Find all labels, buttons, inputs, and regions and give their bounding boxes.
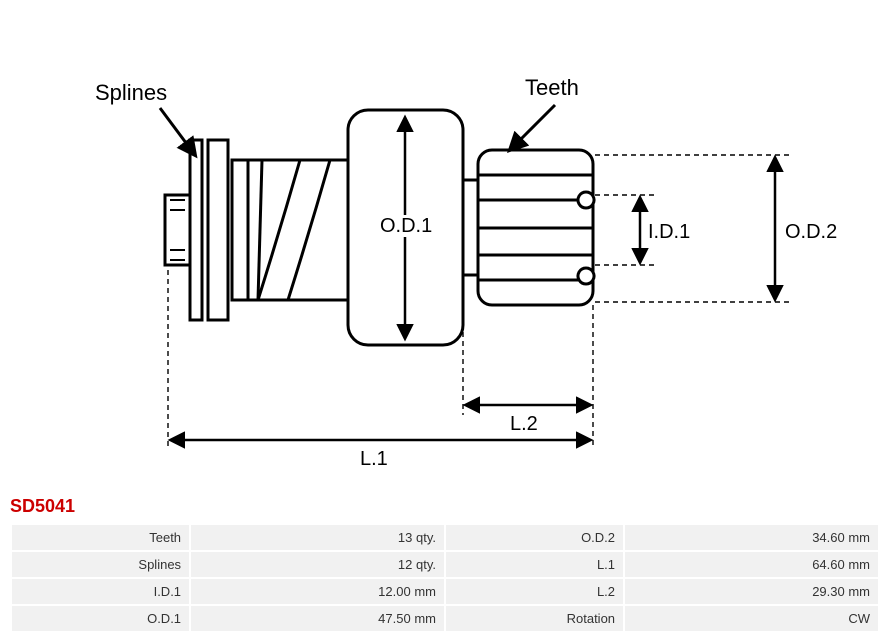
spec-value: CW: [625, 606, 878, 631]
label-l2: L.2: [510, 413, 538, 435]
spec-value: 64.60 mm: [625, 552, 878, 577]
label-l1: L.1: [360, 448, 388, 470]
spec-value: 12.00 mm: [191, 579, 444, 604]
label-teeth: Teeth: [525, 75, 579, 100]
spec-value: 34.60 mm: [625, 525, 878, 550]
table-row: Teeth13 qty.O.D.234.60 mm: [12, 525, 878, 550]
spec-label: L.1: [446, 552, 623, 577]
label-od1: O.D.1: [380, 215, 432, 237]
spec-value: 47.50 mm: [191, 606, 444, 631]
table-row: I.D.112.00 mmL.229.30 mm: [12, 579, 878, 604]
label-splines: Splines: [95, 80, 167, 105]
spec-value: 13 qty.: [191, 525, 444, 550]
spec-label: O.D.2: [446, 525, 623, 550]
spec-label: O.D.1: [12, 606, 189, 631]
spec-label: Rotation: [446, 606, 623, 631]
part-code: SD5041: [0, 490, 889, 523]
technical-diagram: Splines Teeth O.D.1 I.D.1 O.D.2 L.2 L.1: [0, 0, 889, 490]
spec-label: L.2: [446, 579, 623, 604]
spec-label: Splines: [12, 552, 189, 577]
label-od2: O.D.2: [785, 221, 837, 243]
label-id1: I.D.1: [648, 221, 690, 243]
table-row: Splines12 qty.L.164.60 mm: [12, 552, 878, 577]
table-row: O.D.147.50 mmRotationCW: [12, 606, 878, 631]
spec-value: 29.30 mm: [625, 579, 878, 604]
spec-label: Teeth: [12, 525, 189, 550]
spec-table: Teeth13 qty.O.D.234.60 mmSplines12 qty.L…: [10, 523, 880, 633]
spec-value: 12 qty.: [191, 552, 444, 577]
spec-label: I.D.1: [12, 579, 189, 604]
